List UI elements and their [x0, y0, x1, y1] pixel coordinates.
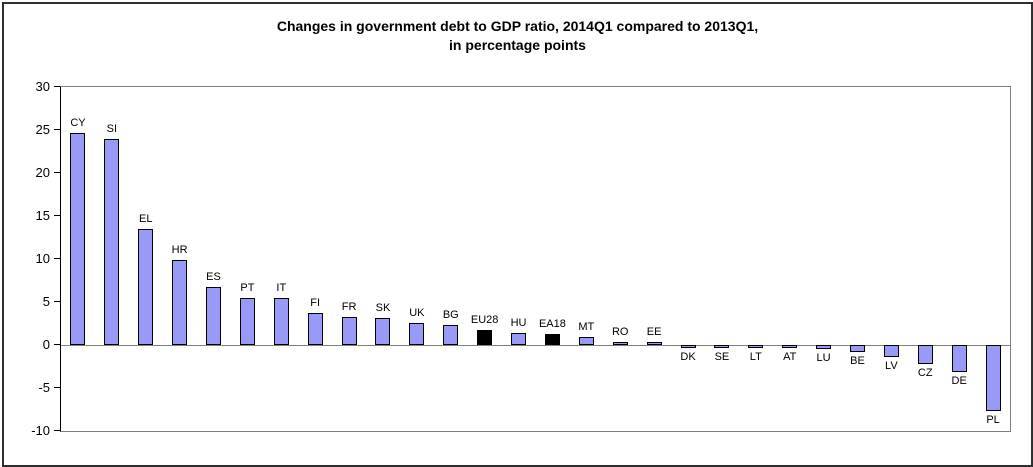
- bar-BG: [443, 325, 459, 345]
- y-tick-mark-25: [54, 129, 60, 130]
- bar-label-FR: FR: [341, 300, 357, 313]
- bar-label-PL: PL: [986, 414, 1000, 427]
- bar-LU: [816, 345, 832, 350]
- bar-SK: [375, 318, 391, 345]
- bar-label-BE: BE: [850, 354, 865, 367]
- y-tick-label--5: -5: [38, 380, 50, 395]
- bar-label-SE: SE: [714, 351, 730, 363]
- y-tick-mark-30: [54, 86, 60, 87]
- bar-HU: [511, 332, 527, 345]
- bar-ES: [206, 286, 222, 345]
- bar-IT: [273, 297, 289, 345]
- bar-label-DE: DE: [951, 374, 967, 387]
- chart-title-line1: Changes in government debt to GDP ratio,…: [276, 18, 759, 34]
- y-tick-label-5: 5: [42, 294, 50, 309]
- bar-AT: [782, 345, 798, 349]
- bar-label-CY: CY: [70, 116, 86, 129]
- bar-BE: [849, 345, 865, 352]
- bar-LT: [748, 345, 764, 349]
- bar-label-EE: EE: [646, 326, 662, 339]
- y-tick-mark--5: [54, 387, 60, 388]
- bar-PL: [985, 345, 1001, 412]
- y-tick-label--10: -10: [31, 423, 50, 438]
- bar-FR: [341, 316, 357, 345]
- bar-DE: [951, 345, 967, 372]
- bar-label-EA18: EA18: [538, 317, 566, 330]
- bar-label-LU: LU: [816, 352, 831, 365]
- bar-PT: [239, 297, 255, 345]
- bar-label-SI: SI: [106, 123, 118, 136]
- bar-EU28: [477, 329, 493, 345]
- y-tick-label-25: 25: [35, 122, 50, 137]
- bar-EE: [646, 342, 662, 346]
- bar-EA18: [544, 333, 560, 345]
- bar-CZ: [917, 345, 933, 364]
- bar-label-CZ: CZ: [917, 366, 933, 379]
- bar-HR: [172, 259, 188, 345]
- bar-label-AT: AT: [783, 351, 797, 364]
- bar-label-ES: ES: [206, 270, 221, 283]
- y-tick-label-10: 10: [35, 251, 50, 266]
- y-tick-mark-5: [54, 301, 60, 302]
- zero-line: [61, 345, 1010, 346]
- bar-label-DK: DK: [680, 351, 696, 363]
- y-tick-mark-10: [54, 258, 60, 259]
- bar-EL: [138, 228, 154, 345]
- bar-FI: [307, 313, 323, 345]
- bar-label-SK: SK: [375, 302, 391, 315]
- bar-label-PT: PT: [240, 281, 255, 294]
- bar-LV: [883, 345, 899, 358]
- bar-label-EU28: EU28: [470, 313, 499, 326]
- y-tick-label-20: 20: [35, 165, 50, 180]
- bar-label-FI: FI: [310, 297, 321, 310]
- y-tick-mark-20: [54, 172, 60, 173]
- bar-label-LV: LV: [885, 360, 898, 373]
- y-tick-mark--10: [54, 430, 60, 431]
- bar-label-MT: MT: [578, 321, 595, 334]
- bar-MT: [578, 337, 594, 345]
- bar-label-BG: BG: [442, 309, 459, 322]
- bar-CY: [70, 132, 86, 345]
- y-tick-label-0: 0: [42, 337, 50, 352]
- bar-label-LT: LT: [749, 351, 762, 364]
- plot-area: CY SI EL HR ES PT IT FI FR SK UK BG EU28 HU EA18 MT RO EE…: [60, 86, 1011, 432]
- y-tick-mark-0: [54, 344, 60, 345]
- y-tick-label-15: 15: [35, 208, 50, 223]
- bar-SI: [104, 139, 120, 345]
- chart-title-line2: in percentage points: [449, 37, 586, 53]
- y-tick-label-30: 30: [35, 79, 50, 94]
- bar-UK: [409, 322, 425, 345]
- bar-DK: [680, 345, 696, 348]
- bar-SE: [714, 345, 730, 348]
- bar-label-HR: HR: [171, 243, 188, 256]
- y-tick-mark-15: [54, 215, 60, 216]
- bar-label-EL: EL: [138, 212, 153, 225]
- bar-label-IT: IT: [276, 281, 287, 294]
- bar-label-UK: UK: [409, 306, 425, 319]
- bar-label-HU: HU: [510, 316, 527, 329]
- chart-title: Changes in government debt to GDP ratio,…: [4, 17, 1031, 55]
- bar-RO: [612, 341, 628, 345]
- bar-label-RO: RO: [611, 325, 629, 338]
